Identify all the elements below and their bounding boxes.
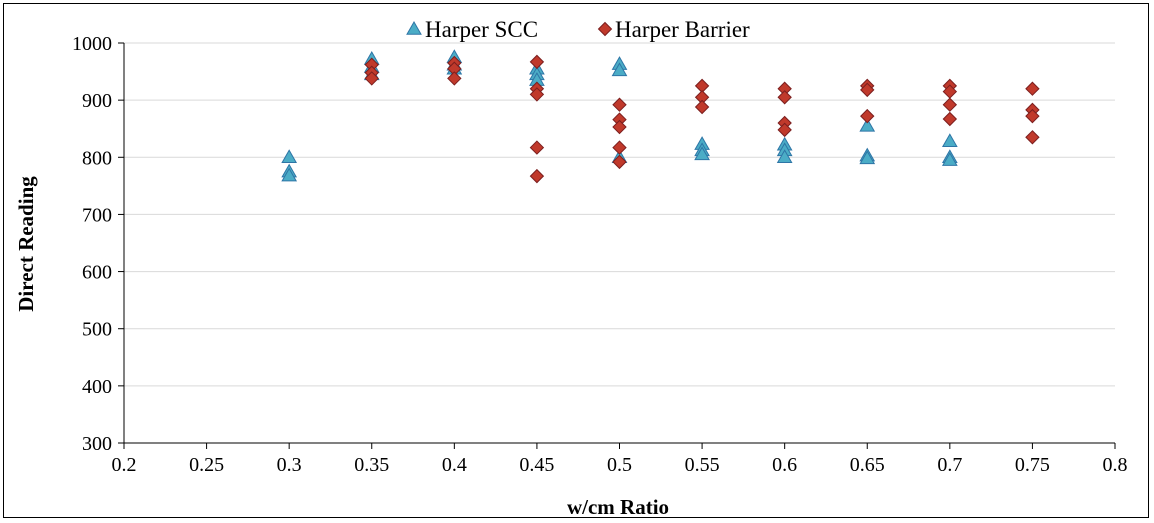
x-tick-label: 0.8	[1103, 454, 1128, 476]
x-tick-label: 0.25	[189, 454, 224, 476]
x-tick-label: 0.7	[937, 454, 962, 476]
y-tick-label: 500	[82, 319, 112, 341]
point-harper-scc	[281, 167, 298, 182]
point-harper-scc	[611, 62, 628, 77]
point-harper-scc	[776, 149, 793, 164]
point-harper-scc	[859, 117, 876, 132]
x-tick-label: 0.55	[685, 454, 720, 476]
legend-item-harper-scc: Harper SCC	[406, 17, 538, 42]
legend-label-harper-barrier: Harper Barrier	[615, 17, 750, 42]
point-harper-barrier	[612, 119, 627, 135]
legend-marker-diamond	[597, 21, 613, 37]
x-tick-label: 0.5	[607, 454, 632, 476]
x-tick-labels: 0.2 0.25 0.3 0.35 0.4 0.45 0.5 0.55 0.6 0.65 0.7 0.…	[112, 454, 1128, 476]
gridlines	[124, 42, 1115, 387]
point-harper-barrier	[1025, 81, 1040, 96]
x-tick-label: 0.6	[772, 454, 797, 476]
x-tick-label: 0.75	[1015, 454, 1050, 476]
y-tick-label: 400	[82, 376, 112, 398]
legend-item-harper-barrier: Harper Barrier	[597, 17, 750, 42]
x-tick-label: 0.65	[850, 454, 885, 476]
y-tick-label: 800	[82, 147, 112, 169]
point-harper-barrier	[364, 71, 379, 86]
point-harper-barrier	[1025, 130, 1040, 145]
point-harper-barrier	[942, 97, 958, 112]
point-harper-barrier	[942, 111, 958, 127]
y-tick-labels: 300 400 500 600 700 800 900 1000	[72, 33, 112, 455]
x-tick-label: 0.2	[112, 454, 137, 476]
x-tick-label: 0.4	[442, 454, 467, 476]
legend-label-harper-scc: Harper SCC	[425, 17, 538, 42]
legend-marker-triangle	[406, 20, 422, 35]
x-tick-label: 0.45	[519, 454, 554, 476]
point-harper-barrier	[694, 99, 710, 115]
point-harper-barrier	[860, 82, 875, 98]
point-harper-barrier	[777, 122, 792, 138]
point-harper-scc	[694, 146, 710, 161]
point-harper-barrier	[612, 154, 627, 170]
x-tick-label: 0.3	[277, 454, 302, 476]
legend-triangle-icon	[406, 20, 422, 35]
x-tick-label: 0.35	[354, 454, 389, 476]
point-harper-scc	[281, 149, 298, 164]
point-harper-scc	[941, 133, 958, 148]
point-harper-barrier	[777, 90, 792, 105]
y-tick-label: 700	[82, 204, 112, 226]
point-harper-barrier	[447, 71, 462, 86]
point-harper-barrier	[529, 168, 545, 184]
x-axis-title: w/cm Ratio	[567, 495, 669, 519]
point-harper-barrier	[612, 97, 627, 112]
point-harper-scc	[859, 150, 876, 165]
y-axis-title: Direct Reading	[14, 176, 38, 312]
data-points	[281, 49, 1040, 184]
legend: Harper SCC Harper Barrier	[406, 17, 750, 42]
point-harper-barrier	[612, 140, 627, 155]
series-harper-barrier	[364, 54, 1040, 184]
legend-diamond-icon	[597, 21, 613, 37]
point-harper-barrier	[529, 87, 545, 102]
chart-frame	[3, 3, 1149, 518]
y-tick-label: 1000	[72, 33, 112, 55]
y-tick-label: 300	[82, 433, 112, 455]
y-tick-label: 600	[82, 262, 112, 284]
point-harper-barrier	[529, 54, 545, 70]
y-tick-label: 900	[82, 90, 112, 112]
point-harper-barrier	[529, 140, 545, 155]
point-harper-scc	[941, 152, 958, 166]
point-harper-barrier	[1025, 108, 1040, 124]
point-harper-barrier	[860, 108, 875, 124]
axes	[118, 42, 1116, 449]
